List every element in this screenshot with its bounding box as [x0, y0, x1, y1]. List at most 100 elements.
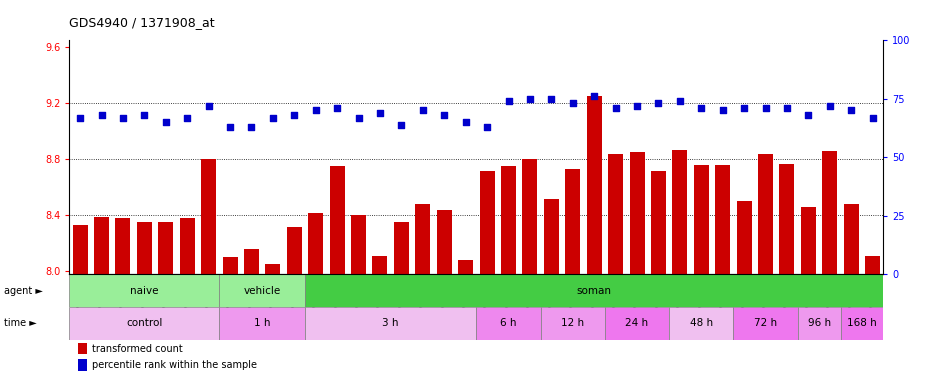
Bar: [479, 170, 495, 274]
Bar: [651, 170, 666, 274]
Point: [94, 112, 109, 118]
Text: GDS4940 / 1371908_at: GDS4940 / 1371908_at: [69, 16, 215, 29]
Text: 96 h: 96 h: [808, 318, 831, 328]
Point: [137, 112, 152, 118]
Bar: [736, 201, 752, 274]
Bar: [394, 222, 409, 274]
Bar: [608, 154, 623, 274]
Point: [523, 96, 537, 102]
Bar: [841, 307, 883, 340]
Text: control: control: [126, 318, 163, 328]
Point: [158, 119, 173, 125]
Bar: [586, 96, 601, 274]
Point: [202, 103, 216, 109]
Point: [501, 98, 516, 104]
Point: [565, 100, 580, 106]
Bar: [305, 307, 476, 340]
Bar: [844, 204, 858, 274]
Point: [394, 121, 409, 127]
Point: [651, 100, 666, 106]
Text: 72 h: 72 h: [754, 318, 777, 328]
Point: [352, 114, 366, 121]
Bar: [265, 265, 280, 274]
Bar: [822, 151, 837, 274]
Bar: [158, 222, 173, 274]
Point: [116, 114, 130, 121]
Text: 24 h: 24 h: [625, 318, 648, 328]
Bar: [669, 307, 734, 340]
Text: 1 h: 1 h: [254, 318, 270, 328]
Bar: [415, 204, 430, 274]
Bar: [78, 343, 87, 354]
Bar: [219, 274, 305, 307]
Text: transformed count: transformed count: [92, 344, 183, 354]
Bar: [630, 152, 645, 274]
Bar: [373, 256, 388, 274]
Bar: [605, 307, 669, 340]
Bar: [69, 274, 219, 307]
Bar: [523, 159, 537, 274]
Text: time ►: time ►: [4, 318, 36, 328]
Point: [223, 124, 238, 130]
Point: [244, 124, 259, 130]
Point: [801, 112, 816, 118]
Text: 6 h: 6 h: [500, 318, 517, 328]
Bar: [694, 165, 709, 274]
Point: [780, 105, 795, 111]
Point: [329, 105, 344, 111]
Bar: [715, 165, 730, 274]
Point: [758, 105, 773, 111]
Bar: [458, 260, 474, 274]
Point: [865, 114, 880, 121]
Point: [822, 103, 837, 109]
Bar: [219, 307, 305, 340]
Text: naive: naive: [130, 286, 158, 296]
Point: [480, 124, 495, 130]
Point: [287, 112, 302, 118]
Bar: [305, 274, 883, 307]
Point: [715, 108, 730, 114]
Point: [437, 112, 451, 118]
Point: [265, 114, 280, 121]
Bar: [780, 164, 795, 274]
Bar: [501, 166, 516, 274]
Bar: [352, 215, 366, 274]
Point: [586, 93, 601, 99]
Bar: [544, 199, 559, 274]
Point: [694, 105, 709, 111]
Point: [308, 108, 323, 114]
Bar: [565, 169, 580, 274]
Text: percentile rank within the sample: percentile rank within the sample: [92, 360, 257, 370]
Bar: [223, 257, 238, 274]
Point: [73, 114, 88, 121]
Point: [458, 119, 473, 125]
Bar: [137, 222, 152, 274]
Bar: [78, 359, 87, 371]
Point: [609, 105, 623, 111]
Bar: [865, 256, 881, 274]
Text: vehicle: vehicle: [243, 286, 281, 296]
Bar: [540, 307, 605, 340]
Bar: [179, 218, 194, 274]
Point: [736, 105, 751, 111]
Point: [672, 98, 687, 104]
Text: agent ►: agent ►: [4, 286, 43, 296]
Text: 3 h: 3 h: [382, 318, 399, 328]
Point: [415, 108, 430, 114]
Bar: [308, 213, 323, 274]
Text: soman: soman: [576, 286, 611, 296]
Bar: [69, 307, 219, 340]
Bar: [244, 249, 259, 274]
Point: [630, 103, 645, 109]
Point: [844, 108, 858, 114]
Bar: [797, 307, 841, 340]
Bar: [734, 307, 797, 340]
Text: 48 h: 48 h: [690, 318, 713, 328]
Bar: [72, 225, 88, 274]
Text: 168 h: 168 h: [847, 318, 877, 328]
Bar: [94, 217, 109, 274]
Point: [373, 110, 388, 116]
Text: 12 h: 12 h: [561, 318, 585, 328]
Bar: [801, 207, 816, 274]
Bar: [437, 210, 451, 274]
